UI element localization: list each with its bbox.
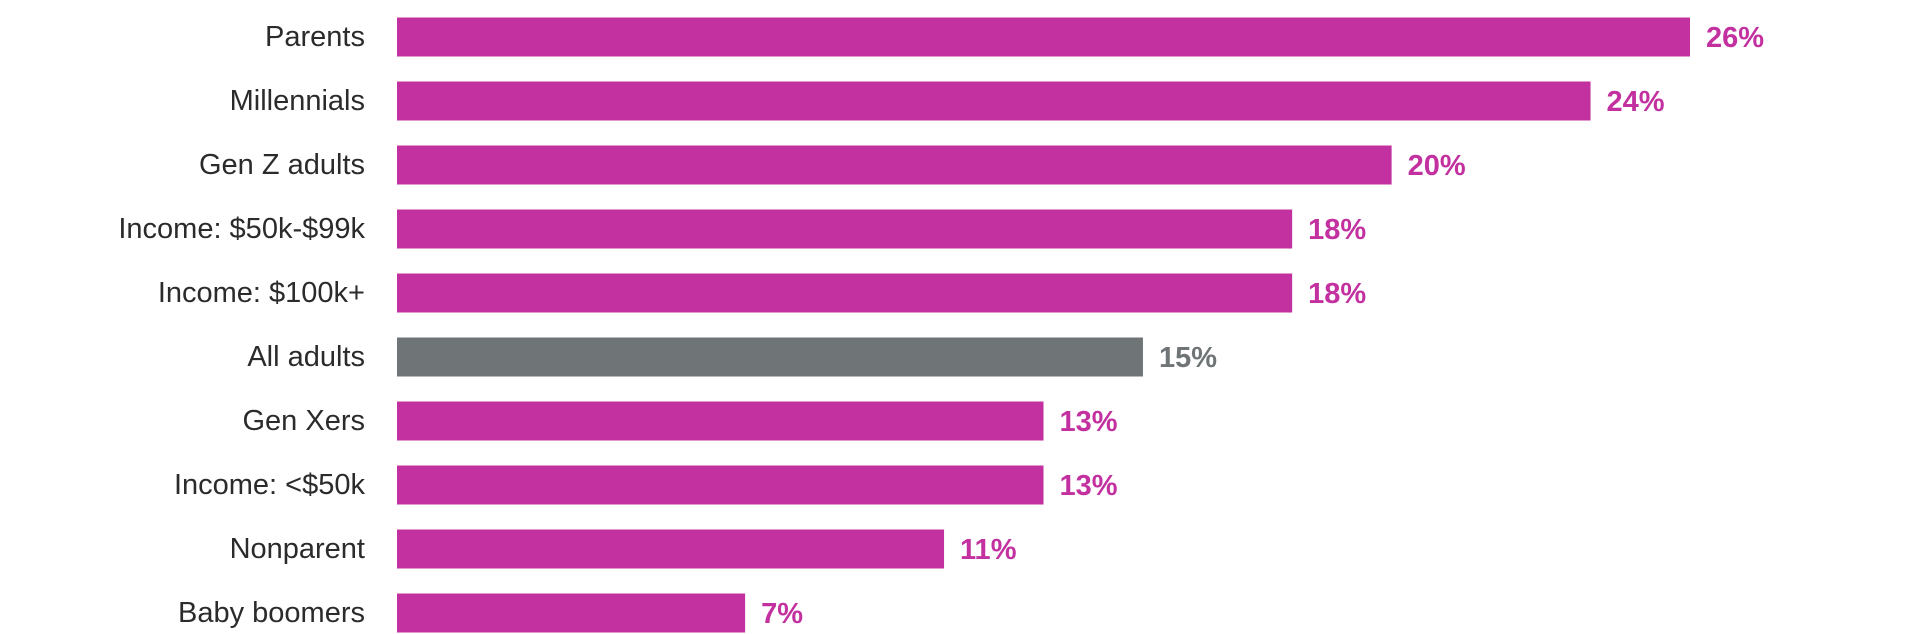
value-label-income-100k: 18% — [1308, 278, 1366, 310]
value-label-income-50k-99k: 18% — [1308, 214, 1366, 246]
bar-baby-boomers — [397, 593, 746, 633]
category-label-baby-boomers: Baby boomers — [178, 597, 365, 629]
category-label-income-50k: Income: <$50k — [174, 469, 366, 501]
value-label-nonparent: 11% — [960, 534, 1017, 566]
category-label-income-100k: Income: $100k+ — [158, 277, 365, 309]
bar-millennials — [397, 81, 1591, 121]
category-label-millennials: Millennials — [230, 85, 365, 117]
bar-parents — [397, 17, 1690, 57]
bar-income-50k — [397, 465, 1044, 505]
category-labels: Parents Millennials Gen Z adults Income: $5… — [118, 21, 365, 629]
bar-income-50k-99k — [397, 209, 1293, 249]
bar-all-adults — [397, 337, 1143, 377]
value-label-baby-boomers: 7% — [761, 598, 803, 630]
category-label-gen-xers: Gen Xers — [243, 405, 366, 437]
category-label-parents: Parents — [265, 21, 365, 53]
value-labels: 26% 24% 20% 18% 18% 15% 13% 13% 11% 7% — [761, 22, 1764, 630]
bar-income-100k — [397, 273, 1293, 313]
value-label-millennials: 24% — [1607, 86, 1665, 118]
bar-gen-xers — [397, 401, 1044, 441]
category-label-income-50k-99k: Income: $50k-$99k — [118, 213, 365, 245]
bars-layer — [397, 17, 1690, 633]
value-label-gen-xers: 13% — [1060, 406, 1118, 438]
value-label-all-adults: 15% — [1159, 342, 1217, 374]
category-label-nonparent: Nonparent — [230, 533, 365, 565]
value-label-income-50k: 13% — [1060, 470, 1118, 502]
bar-nonparent — [397, 529, 945, 569]
category-label-gen-z-adults: Gen Z adults — [199, 149, 365, 181]
bar-gen-z-adults — [397, 145, 1392, 185]
value-label-parents: 26% — [1706, 22, 1764, 54]
category-label-all-adults: All adults — [247, 341, 365, 373]
value-label-gen-z-adults: 20% — [1408, 150, 1466, 182]
